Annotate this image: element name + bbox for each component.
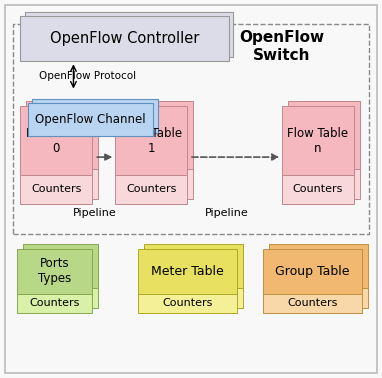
Text: Meter Table: Meter Table xyxy=(151,265,223,278)
Bar xyxy=(269,244,368,288)
Bar xyxy=(121,101,193,169)
Bar xyxy=(23,288,99,308)
Bar xyxy=(138,294,236,313)
Bar xyxy=(32,99,158,133)
Bar xyxy=(25,12,233,57)
Text: OpenFlow Channel: OpenFlow Channel xyxy=(35,113,146,126)
Text: Flow Table
n: Flow Table n xyxy=(288,127,349,155)
Bar xyxy=(23,244,99,288)
Text: OpenFlow
Switch: OpenFlow Switch xyxy=(240,30,325,63)
Bar xyxy=(288,101,360,169)
Bar xyxy=(16,294,92,313)
Bar xyxy=(263,294,362,313)
Text: Ports
Types: Ports Types xyxy=(38,257,71,285)
Bar xyxy=(269,288,368,308)
Text: Counters: Counters xyxy=(287,298,338,308)
Text: Pipeline: Pipeline xyxy=(205,208,249,218)
Text: Counters: Counters xyxy=(31,184,82,194)
Bar xyxy=(282,175,354,204)
Text: OpenFlow Protocol: OpenFlow Protocol xyxy=(39,71,136,81)
Bar xyxy=(26,169,99,199)
Text: Counters: Counters xyxy=(29,298,80,308)
Bar xyxy=(121,169,193,199)
Bar xyxy=(26,101,99,169)
Bar xyxy=(13,24,369,234)
Bar xyxy=(288,169,360,199)
Text: Pipeline: Pipeline xyxy=(73,208,116,218)
Bar xyxy=(20,16,229,61)
Bar xyxy=(28,103,153,136)
Text: Flow Table
1: Flow Table 1 xyxy=(121,127,182,155)
Bar xyxy=(20,107,92,175)
Text: Counters: Counters xyxy=(126,184,176,194)
Bar xyxy=(263,249,362,294)
Text: Flow Table
0: Flow Table 0 xyxy=(26,127,87,155)
Bar xyxy=(115,107,187,175)
Bar xyxy=(20,175,92,204)
Bar xyxy=(144,288,243,308)
Text: OpenFlow Controller: OpenFlow Controller xyxy=(50,31,199,46)
Text: Group Table: Group Table xyxy=(275,265,350,278)
Bar xyxy=(282,107,354,175)
Text: Counters: Counters xyxy=(162,298,212,308)
Bar xyxy=(16,249,92,294)
Bar xyxy=(115,175,187,204)
Bar xyxy=(138,249,236,294)
Text: Counters: Counters xyxy=(293,184,343,194)
Bar xyxy=(144,244,243,288)
